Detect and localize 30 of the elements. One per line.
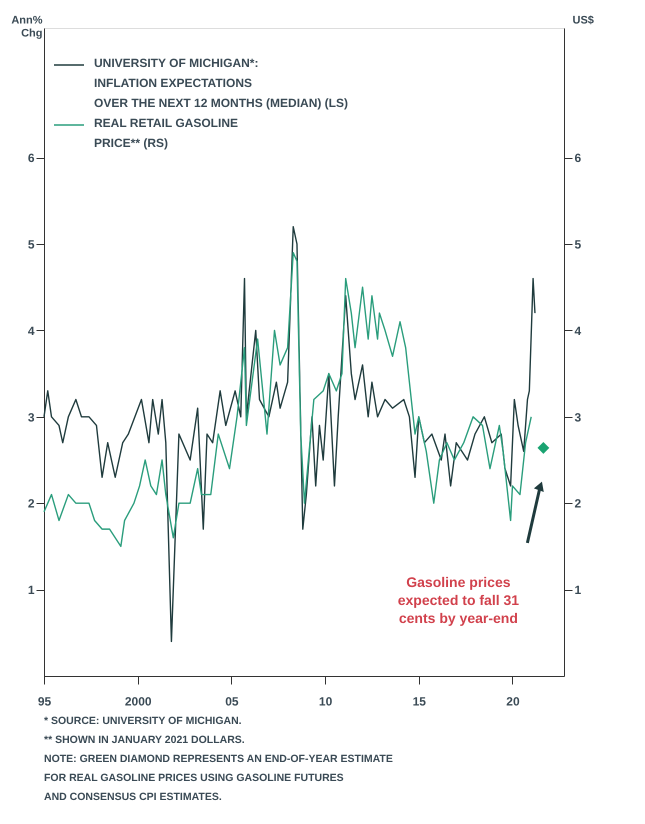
y-tick-label: 2 [28,496,35,511]
text: AND CONSENSUS CPI ESTIMATES. [44,791,222,803]
y-tick-label: 1 [28,583,35,598]
x-tick-label: 2000 [124,694,152,708]
y-tick-label: 4 [28,324,35,338]
x-tick-label: 15 [412,694,426,708]
x-tick-label: 05 [225,694,239,708]
line-series [43,226,536,642]
y-tick-label: 5 [28,238,35,252]
y2-tick-label: 6 [574,151,582,166]
x-tick-label: 95 [38,694,52,708]
y2-tick-label: 2 [574,496,582,511]
y2-tick-label: 3 [574,410,582,424]
y2-axis-title: US$ [572,14,594,26]
line-series [43,252,532,548]
text: FOR REAL GASOLINE PRICES USING GASOLINE FUTURES [44,772,344,784]
y2-tick-label: 5 [574,238,582,252]
legend-label: REAL RETAIL GASOLINE PRICE** (RS) [94,116,238,150]
y-axis-title: Ann% Chg [11,14,43,40]
text: NOTE: GREEN DIAMOND REPRESENTS AN END-OF-YEAR ESTIMATE [44,753,393,765]
legend-label: UNIVERSITY OF MICHIGAN*: INFLATION EXPECTATIONS OVER THE NEXT 12 MONTHS (MEDIAN) (LS) [94,56,348,110]
annotation: Gasoline prices expected to fall 31 cents by year-end [398,574,520,626]
y-tick-label: 6 [28,151,35,166]
y2-tick-label: 1 [574,583,582,598]
x-tick-label: 10 [318,694,333,708]
y-tick-label: 3 [28,410,35,424]
text: ** SHOWN IN JANUARY 2021 DOLLARS. [44,734,245,746]
text: * SOURCE: UNIVERSITY OF MICHIGAN. [44,715,242,727]
y2-tick-label: 4 [574,324,582,338]
x-tick-label: 20 [506,694,520,708]
